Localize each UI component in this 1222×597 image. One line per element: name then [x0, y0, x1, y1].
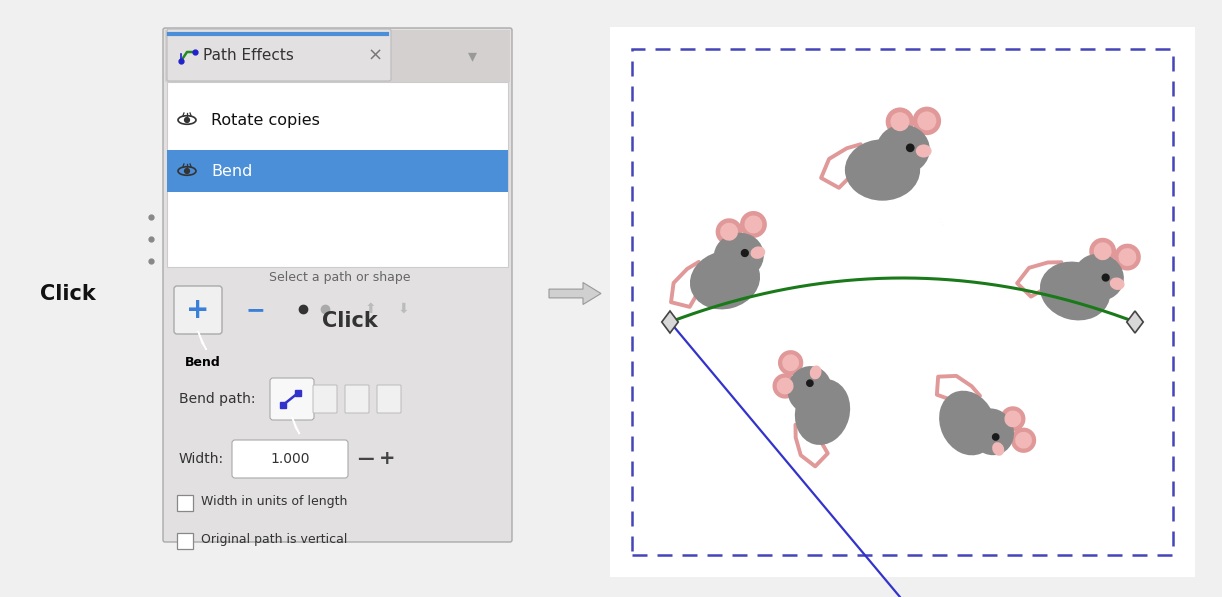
Bar [167, 82, 508, 267]
Ellipse shape [744, 216, 763, 233]
FancyBboxPatch shape [232, 440, 348, 478]
Bar [165, 30, 510, 82]
Ellipse shape [915, 144, 931, 158]
Ellipse shape [714, 233, 764, 279]
Ellipse shape [1074, 254, 1124, 301]
Text: Bend: Bend [211, 164, 253, 179]
Polygon shape [1127, 311, 1144, 333]
Text: ⬇: ⬇ [397, 302, 409, 316]
Ellipse shape [777, 377, 793, 395]
Ellipse shape [1114, 244, 1141, 270]
Ellipse shape [1118, 248, 1136, 266]
Text: Width in units of length: Width in units of length [200, 494, 347, 507]
Text: −: − [246, 298, 265, 322]
Ellipse shape [782, 355, 799, 371]
Ellipse shape [810, 365, 821, 379]
Bar [167, 150, 508, 192]
Ellipse shape [1015, 432, 1033, 449]
Polygon shape [198, 331, 207, 350]
Text: Click: Click [40, 284, 95, 303]
Text: +: + [186, 296, 210, 324]
Ellipse shape [772, 373, 798, 399]
FancyBboxPatch shape [163, 28, 512, 542]
Ellipse shape [886, 107, 914, 136]
Ellipse shape [778, 350, 803, 376]
FancyBboxPatch shape [345, 385, 369, 413]
FancyBboxPatch shape [270, 378, 314, 420]
Text: Bend path:: Bend path: [178, 392, 255, 406]
FancyBboxPatch shape [378, 385, 401, 413]
Text: —: — [357, 450, 373, 468]
Ellipse shape [938, 390, 996, 456]
FancyBboxPatch shape [167, 29, 391, 81]
Bar [632, 49, 1173, 555]
Text: +: + [379, 450, 395, 469]
FancyBboxPatch shape [313, 385, 337, 413]
Text: 1.000: 1.000 [270, 452, 309, 466]
Ellipse shape [844, 139, 920, 201]
Text: ⬆: ⬆ [364, 302, 376, 316]
Ellipse shape [1094, 242, 1112, 260]
Ellipse shape [690, 251, 760, 309]
Ellipse shape [891, 112, 909, 131]
Ellipse shape [876, 125, 930, 174]
Ellipse shape [913, 107, 941, 135]
Ellipse shape [1089, 238, 1116, 264]
Ellipse shape [1110, 278, 1124, 290]
Text: Path Effects: Path Effects [203, 48, 293, 63]
Text: Bend: Bend [185, 356, 221, 370]
Ellipse shape [794, 379, 851, 445]
Ellipse shape [720, 223, 738, 241]
FancyBboxPatch shape [174, 286, 222, 334]
Ellipse shape [741, 211, 767, 238]
FancyArrow shape [549, 282, 601, 304]
Ellipse shape [1004, 411, 1022, 427]
Ellipse shape [787, 366, 832, 413]
Text: Width:: Width: [178, 452, 224, 466]
Text: Original path is vertical: Original path is vertical [200, 533, 347, 546]
Polygon shape [937, 212, 946, 230]
Text: ▾: ▾ [468, 47, 477, 65]
Bar [610, 27, 1195, 577]
Ellipse shape [741, 249, 749, 257]
Ellipse shape [992, 442, 1004, 456]
Text: Rotate copies: Rotate copies [211, 112, 320, 128]
Polygon shape [662, 311, 678, 333]
Ellipse shape [906, 143, 914, 152]
Ellipse shape [918, 112, 936, 130]
Ellipse shape [992, 433, 1000, 441]
Ellipse shape [1011, 427, 1036, 453]
Text: Click: Click [323, 311, 378, 331]
Ellipse shape [183, 168, 191, 174]
Ellipse shape [750, 247, 765, 259]
Ellipse shape [969, 408, 1014, 456]
Text: Select a path or shape: Select a path or shape [269, 270, 411, 284]
Ellipse shape [183, 117, 191, 123]
Ellipse shape [1101, 273, 1110, 282]
Bar [177, 533, 193, 549]
Bar [177, 495, 193, 511]
Ellipse shape [1000, 407, 1025, 432]
Ellipse shape [807, 379, 814, 387]
Text: ×: × [368, 47, 382, 65]
Polygon shape [292, 417, 299, 434]
Ellipse shape [716, 219, 743, 245]
Ellipse shape [1040, 261, 1110, 321]
